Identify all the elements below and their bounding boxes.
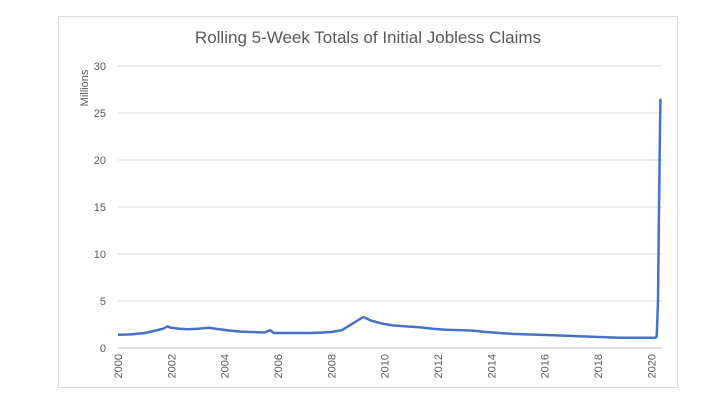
series-layer [117, 98, 662, 339]
y-tick-label: 25 [94, 108, 106, 120]
x-tick-label: 2010 [380, 354, 392, 378]
y-tick-label: 10 [94, 249, 106, 261]
y-tick-label: 20 [94, 155, 106, 167]
x-tick-label: 2020 [646, 354, 658, 378]
x-tick-label: 2004 [220, 354, 232, 378]
chart-frame [58, 16, 678, 388]
x-tick-label: 2016 [540, 354, 552, 378]
x-tick-label: 2012 [433, 354, 445, 378]
y-axis-label: Millions [79, 69, 91, 106]
y-tick-label: 15 [94, 202, 106, 214]
x-tick-label: 2000 [113, 354, 125, 378]
y-tick-label: 30 [94, 61, 106, 73]
x-tick-label: 2008 [326, 354, 338, 378]
x-tick-label: 2014 [486, 354, 498, 378]
x-tick-label: 2002 [166, 354, 178, 378]
x-tick-label: 2006 [273, 354, 285, 378]
x-tick-label: 2018 [593, 354, 605, 378]
gridlines [118, 65, 662, 349]
y-tick-label: 5 [100, 296, 106, 308]
chart-title: Rolling 5-Week Totals of Initial Jobless… [194, 28, 542, 47]
x-tick-labels: 2000 2002 2004 2006 2008 2010 2012 2014 2016 2018… [113, 354, 658, 378]
y-tick-label: 0 [100, 343, 106, 355]
y-tick-labels: 0 5 10 15 20 25 30 [94, 61, 106, 355]
series-line-0 [117, 98, 662, 339]
